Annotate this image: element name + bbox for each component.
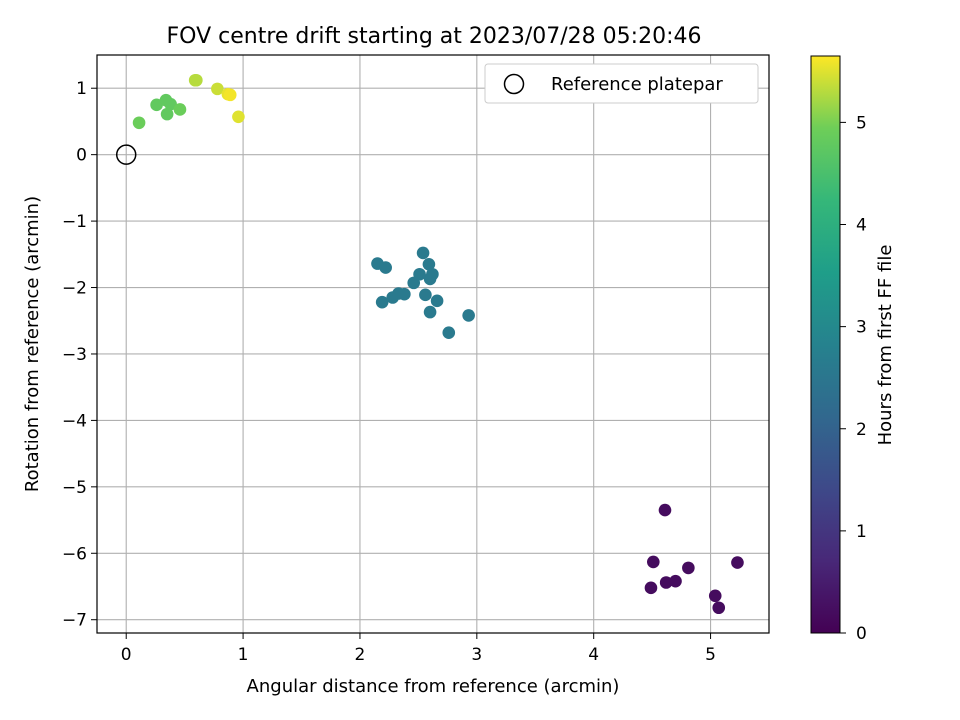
data-point (731, 556, 744, 569)
reference-marker-group (115, 144, 137, 165)
data-point (644, 581, 658, 595)
legend-box (484, 63, 759, 104)
y-tick-label: −4 (62, 411, 87, 431)
data-point (413, 267, 426, 281)
colorbar-tick-label: 3 (856, 318, 867, 338)
x-tick-label: 1 (238, 645, 249, 665)
data-point (160, 107, 174, 121)
y-tick-label: 0 (76, 146, 87, 166)
data-point (132, 116, 146, 130)
legend: Reference platepar (484, 63, 759, 104)
data-point (398, 287, 411, 301)
chart-title: FOV centre drift starting at 2023/07/28 … (167, 24, 702, 49)
colorbar-gradient (810, 55, 841, 634)
y-tick-label: 1 (76, 79, 87, 99)
data-point (712, 601, 726, 615)
legend-entry-reference: Reference platepar (551, 74, 723, 95)
x-tick-label: 2 (355, 645, 366, 665)
data-point (190, 73, 203, 87)
grid-lines (97, 55, 769, 633)
y-tick-label: −5 (62, 478, 87, 498)
colorbar-label: Hours from first FF file (875, 245, 896, 446)
x-tick-label: 4 (588, 645, 599, 665)
data-point (462, 309, 475, 322)
y-tick-label: −2 (62, 279, 87, 299)
data-point (419, 288, 432, 302)
data-point (379, 261, 392, 274)
y-tick-label: −6 (62, 544, 87, 564)
data-point (223, 88, 237, 102)
colorbar-tick-label: 1 (856, 522, 867, 542)
plot-frame (96, 54, 770, 634)
y-tick-label: −1 (62, 212, 87, 232)
x-tick-label: 3 (471, 645, 482, 665)
data-point (682, 561, 695, 575)
y-axis-label: Rotation from reference (arcmin) (22, 196, 43, 492)
y-tick-label: −3 (62, 345, 87, 365)
data-points (132, 73, 744, 615)
legend-reference-marker-icon (503, 73, 525, 95)
colorbar-tick-label: 2 (856, 420, 867, 440)
y-tick-label: −7 (62, 611, 87, 631)
colorbar-tick-label: 5 (856, 113, 867, 133)
colorbar: 0 1 2 3 4 5 Hours from first FF file (810, 55, 896, 644)
data-point (442, 326, 456, 340)
data-point (164, 97, 177, 111)
data-point (423, 305, 437, 319)
data-point (658, 503, 672, 517)
colorbar-tick-label: 4 (856, 216, 867, 236)
data-point (150, 98, 163, 112)
x-axis-label: Angular distance from reference (arcmin) (247, 676, 620, 697)
data-point (646, 555, 660, 569)
data-point (173, 103, 187, 116)
data-point (416, 246, 430, 260)
x-axis-ticks: 0 1 2 3 4 5 (121, 633, 716, 665)
y-axis-ticks: 1 0 −1 −2 −3 −4 −5 −6 −7 (62, 79, 97, 631)
data-point (211, 82, 224, 96)
x-tick-label: 0 (121, 645, 132, 665)
data-point (375, 295, 389, 309)
colorbar-tick-label: 0 (856, 624, 867, 644)
data-point (430, 294, 444, 308)
colorbar-ticks: 0 1 2 3 4 5 (840, 113, 867, 644)
data-point (422, 257, 436, 271)
data-point (659, 576, 673, 589)
data-point (232, 110, 245, 124)
data-point (669, 574, 682, 588)
data-point (708, 589, 722, 603)
x-tick-label: 5 (705, 645, 716, 665)
data-point (426, 267, 439, 281)
reference-platepar-marker (115, 144, 137, 165)
